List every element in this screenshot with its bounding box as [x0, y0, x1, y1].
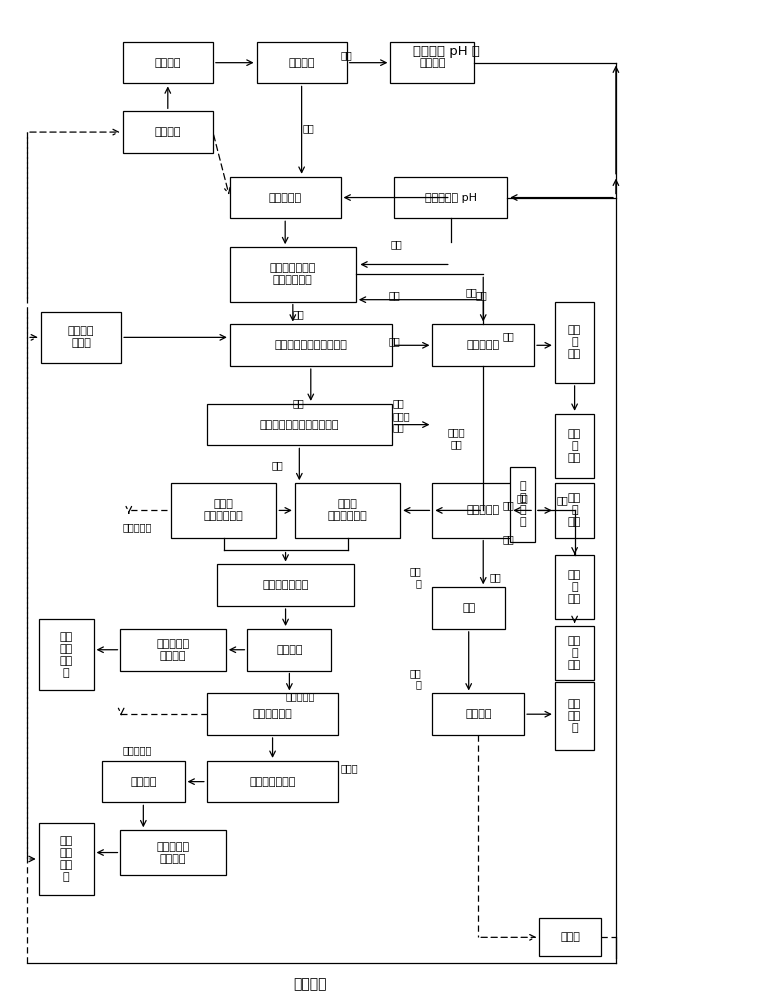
Text: 碳酸
钙
脱水: 碳酸 钙 脱水: [568, 570, 581, 604]
Text: 滤液: 滤液: [390, 239, 402, 249]
Text: 加酸形成硫酸锰硫酸镁溶液: 加酸形成硫酸锰硫酸镁溶液: [260, 420, 339, 430]
Bar: [171, 483, 277, 538]
Bar: [207, 693, 339, 735]
Text: 过滤: 过滤: [462, 603, 475, 613]
Bar: [432, 324, 534, 366]
Text: 硫酸
钙
成品: 硫酸 钙 成品: [568, 429, 581, 463]
Bar: [540, 918, 601, 956]
Bar: [555, 555, 594, 619]
Text: 渣浆: 渣浆: [503, 535, 515, 545]
Text: 滤液: 滤液: [388, 290, 400, 300]
Bar: [230, 324, 392, 366]
Text: 渣浆: 渣浆: [503, 500, 515, 510]
Text: 加氨水调 pH 值: 加氨水调 pH 值: [414, 45, 480, 58]
Text: 一水
硫酸
锰成
品: 一水 硫酸 锰成 品: [60, 632, 73, 678]
Text: 蒸发冷凝水: 蒸发冷凝水: [123, 745, 152, 755]
Text: 滤液: 滤液: [556, 495, 568, 505]
Text: 滤液: 滤液: [489, 572, 501, 582]
Text: 上清液
溢流: 上清液 溢流: [448, 427, 465, 449]
Text: 加石灰乳调 pH: 加石灰乳调 pH: [424, 193, 477, 203]
Text: 碳酸
钙
成品: 碳酸 钙 成品: [568, 636, 581, 670]
Text: 蒸氨系统: 蒸氨系统: [465, 709, 492, 719]
Text: 热水洗涤除去钙、铵离子: 热水洗涤除去钙、铵离子: [274, 340, 347, 350]
Bar: [555, 682, 594, 750]
Bar: [102, 761, 185, 802]
Text: 滤液: 滤液: [466, 287, 478, 297]
Bar: [121, 629, 226, 671]
Text: 上清
液: 上清 液: [409, 668, 421, 689]
Text: 离心分离: 离心分离: [276, 645, 303, 655]
Text: 二次调节池: 二次调节池: [467, 340, 500, 350]
Bar: [432, 483, 534, 538]
Text: 加
碳
酸
钠: 加 碳 酸 钠: [519, 481, 526, 527]
Text: 滤液: 滤液: [272, 460, 284, 470]
Text: 硫酸
钙
压滤: 硫酸 钙 压滤: [568, 325, 581, 359]
Bar: [41, 312, 121, 363]
Text: 滤渣: 滤渣: [292, 398, 305, 408]
Text: 硫酸
钙
成品: 硫酸 钙 成品: [568, 493, 581, 527]
Bar: [555, 626, 594, 680]
Bar: [207, 761, 339, 802]
Text: 三次调节池: 三次调节池: [467, 505, 500, 515]
Bar: [390, 42, 475, 83]
Text: 深化处理: 深化处理: [419, 58, 445, 68]
Text: 低温结晶稠厚器: 低温结晶稠厚器: [250, 777, 296, 787]
Text: 除重金属: 除重金属: [288, 58, 315, 68]
Bar: [555, 302, 594, 383]
Bar: [230, 247, 356, 302]
Text: 上清液降温: 上清液降温: [285, 691, 315, 701]
Bar: [295, 483, 400, 538]
Bar: [555, 414, 594, 478]
Text: 蒸发冷凝水: 蒸发冷凝水: [123, 522, 152, 532]
Text: 滤液: 滤液: [389, 336, 400, 346]
Text: 离心分离: 离心分离: [130, 777, 157, 787]
Bar: [123, 42, 213, 83]
Text: 结晶沉淀氢氧化
锰、氢氧化镁: 结晶沉淀氢氧化 锰、氢氧化镁: [270, 263, 316, 285]
Bar: [394, 177, 507, 218]
Text: 高温结晶稠厚器: 高温结晶稠厚器: [262, 580, 308, 590]
Text: 生产废水: 生产废水: [155, 58, 181, 68]
Text: 或外排: 或外排: [560, 932, 580, 942]
Bar: [432, 587, 505, 629]
Text: 硫酸镁蒸发器: 硫酸镁蒸发器: [253, 709, 292, 719]
Text: 废水调节池: 废水调节池: [269, 193, 301, 203]
Text: 上清
液: 上清 液: [409, 567, 421, 588]
Text: 滤渣: 滤渣: [393, 398, 404, 408]
Bar: [432, 693, 524, 735]
Text: 生产车间: 生产车间: [155, 127, 181, 137]
Bar: [555, 483, 594, 538]
Text: 渣浆: 渣浆: [516, 494, 528, 504]
Bar: [230, 177, 341, 218]
Text: 氨吸
收系
统: 氨吸 收系 统: [568, 699, 581, 733]
Bar: [123, 111, 213, 153]
Text: 滤液: 滤液: [475, 290, 487, 300]
Bar: [247, 629, 332, 671]
Bar: [207, 404, 392, 445]
Bar: [510, 467, 535, 542]
Text: 一水硫酸锰
晶体干燥: 一水硫酸锰 晶体干燥: [157, 639, 189, 661]
Text: 滤液: 滤液: [302, 123, 314, 133]
Text: 六水
硫酸
镁成
品: 六水 硫酸 镁成 品: [60, 836, 73, 882]
Text: 渣浆: 渣浆: [292, 310, 305, 320]
Text: 废水回用: 废水回用: [293, 977, 327, 991]
Text: 上清液
溢流: 上清液 溢流: [393, 411, 410, 432]
Bar: [39, 823, 94, 895]
Text: 蒸发冷凝
水混合: 蒸发冷凝 水混合: [68, 326, 94, 348]
Bar: [39, 619, 94, 690]
Text: 第二级
硫酸锰蒸发器: 第二级 硫酸锰蒸发器: [328, 499, 367, 521]
Text: 滤渣: 滤渣: [340, 50, 352, 60]
Bar: [257, 42, 347, 83]
Bar: [121, 830, 226, 875]
Text: 六水硫酸镁
晶体干燥: 六水硫酸镁 晶体干燥: [157, 842, 189, 864]
Text: 第一级
硫酸锰蒸发器: 第一级 硫酸锰蒸发器: [204, 499, 243, 521]
Text: 上清液: 上清液: [341, 763, 358, 773]
Bar: [216, 564, 354, 606]
Text: 渣浆: 渣浆: [503, 331, 515, 341]
